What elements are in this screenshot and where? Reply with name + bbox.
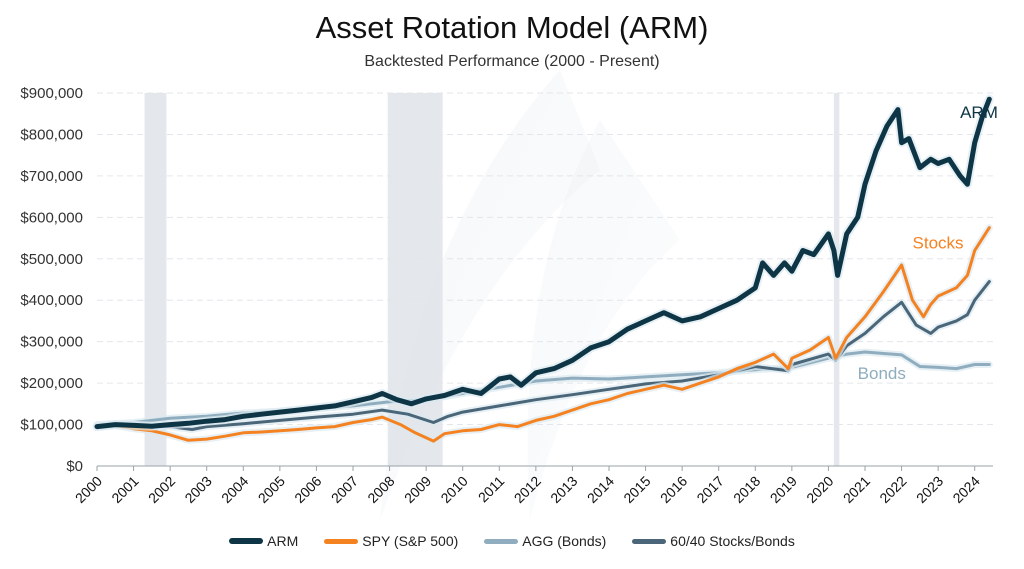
chart-subtitle: Backtested Performance (2000 - Present) — [364, 53, 660, 70]
x-tick-label: 2023 — [913, 473, 946, 506]
y-tick-label: $600,000 — [20, 209, 83, 226]
legend: ARM SPY (S&P 500) AGG (Bonds) 60/40 Stoc… — [0, 533, 1024, 549]
x-tick-label: 2024 — [949, 473, 982, 506]
end-label-1: Stocks — [913, 233, 964, 252]
x-tick-label: 2013 — [547, 473, 580, 506]
x-tick-label: 2005 — [255, 473, 288, 506]
series-line-0 — [94, 96, 992, 430]
legend-label-arm: ARM — [267, 533, 299, 549]
x-tick-label: 2000 — [72, 473, 105, 506]
series-line-1 — [95, 226, 991, 443]
x-tick-label: 2016 — [657, 473, 690, 506]
x-tick-label: 2014 — [584, 473, 617, 506]
y-tick-label: $400,000 — [20, 292, 83, 309]
y-tick-label: $0 — [66, 458, 83, 475]
x-tick-label: 2007 — [328, 473, 361, 506]
legend-item-spy: SPY (S&P 500) — [324, 533, 458, 549]
y-tick-label: $500,000 — [20, 251, 83, 268]
x-tick-label: 2003 — [181, 473, 214, 506]
legend-swatch-arm — [229, 538, 264, 544]
chart-title: Asset Rotation Model (ARM) — [315, 10, 709, 45]
x-tick-label: 2018 — [730, 473, 763, 506]
axes: $0 $100,000 $200,000 $300,000 $400,000 $500,0… — [20, 85, 993, 506]
legend-label-6040: 60/40 Stocks/Bonds — [670, 533, 795, 549]
legend-item-agg: AGG (Bonds) — [484, 533, 606, 549]
x-tick-label: 2017 — [693, 473, 726, 506]
x-tick-label: 2009 — [401, 473, 434, 506]
x-tick-label: 2022 — [876, 473, 909, 506]
y-tick-label: $900,000 — [20, 85, 83, 102]
legend-label-spy: SPY (S&P 500) — [362, 533, 459, 549]
legend-item-6040: 60/40 Stocks/Bonds — [632, 533, 795, 549]
x-tick-label: 2010 — [437, 473, 470, 506]
end-label-0: ARM — [960, 103, 998, 122]
x-tick-label: 2019 — [767, 473, 800, 506]
series-line-3 — [95, 280, 991, 431]
y-tick-label: $200,000 — [20, 375, 83, 392]
x-tick-label: 2015 — [620, 473, 653, 506]
y-tick-label: $700,000 — [20, 168, 83, 185]
y-tick-label: $300,000 — [20, 334, 83, 351]
end-labels: ARM Stocks Bonds — [858, 103, 998, 383]
shaded-period-0 — [144, 93, 167, 466]
series-lines — [92, 94, 994, 445]
y-tick-label: $800,000 — [20, 126, 83, 143]
legend-item-arm: ARM — [229, 533, 298, 549]
legend-swatch-agg — [484, 538, 519, 544]
legend-swatch-spy — [324, 538, 359, 544]
x-tick-label: 2020 — [803, 473, 836, 506]
legend-label-agg: AGG (Bonds) — [522, 533, 607, 549]
end-label-2: Bonds — [858, 364, 906, 383]
x-tick-label: 2021 — [840, 473, 873, 506]
x-tick-label: 2004 — [218, 473, 251, 506]
y-tick-label: $100,000 — [20, 417, 83, 434]
x-tick-label: 2011 — [475, 473, 508, 506]
x-tick-label: 2002 — [145, 473, 178, 506]
x-tick-label: 2006 — [291, 473, 324, 506]
legend-swatch-6040 — [632, 538, 667, 544]
x-tick-label: 2001 — [108, 473, 141, 506]
watermark-logo — [380, 70, 680, 520]
